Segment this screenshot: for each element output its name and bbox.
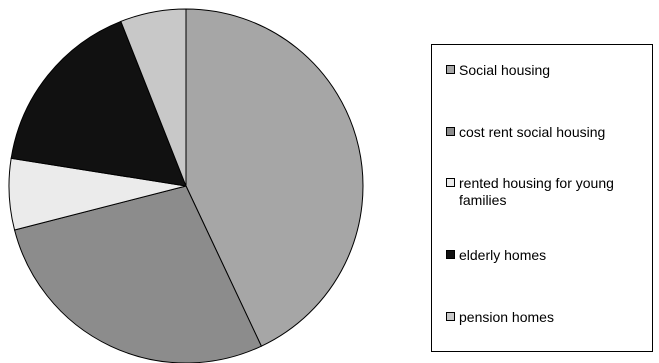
legend-item-cost-rent-social-housing: cost rent social housing: [446, 124, 646, 141]
legend-item-social-housing: Social housing: [446, 62, 646, 79]
legend-label-cost-rent-social-housing: cost rent social housing: [459, 124, 606, 140]
pie-slice-social-housing: [185, 8, 364, 347]
legend-item-pension-homes: pension homes: [446, 309, 646, 326]
legend: Social housing cost rent social housing …: [431, 44, 653, 352]
pie-slice-cost-rent-social-housing: [13, 185, 263, 363]
legend-swatch-pension-homes: [446, 312, 455, 321]
legend-swatch-social-housing: [446, 65, 455, 74]
legend-item-rented-housing-young-families: rented housing for young families: [446, 175, 614, 209]
legend-swatch-rented-housing-young-families: [446, 178, 455, 187]
legend-label-social-housing: Social housing: [459, 62, 551, 78]
pie-slices: [8, 8, 364, 363]
legend-swatch-cost-rent-social-housing: [446, 127, 455, 136]
pie-slice-elderly-homes: [10, 20, 187, 187]
legend-label-elderly-homes: elderly homes: [459, 247, 547, 263]
legend-swatch-elderly-homes: [446, 250, 455, 259]
legend-label-pension-homes: pension homes: [459, 309, 554, 325]
legend-label-rented-housing-young-families: rented housing for young families: [459, 175, 614, 208]
pie-chart: [8, 8, 364, 363]
legend-item-elderly-homes: elderly homes: [446, 247, 646, 264]
pie-slice-pension-homes: [120, 8, 187, 187]
